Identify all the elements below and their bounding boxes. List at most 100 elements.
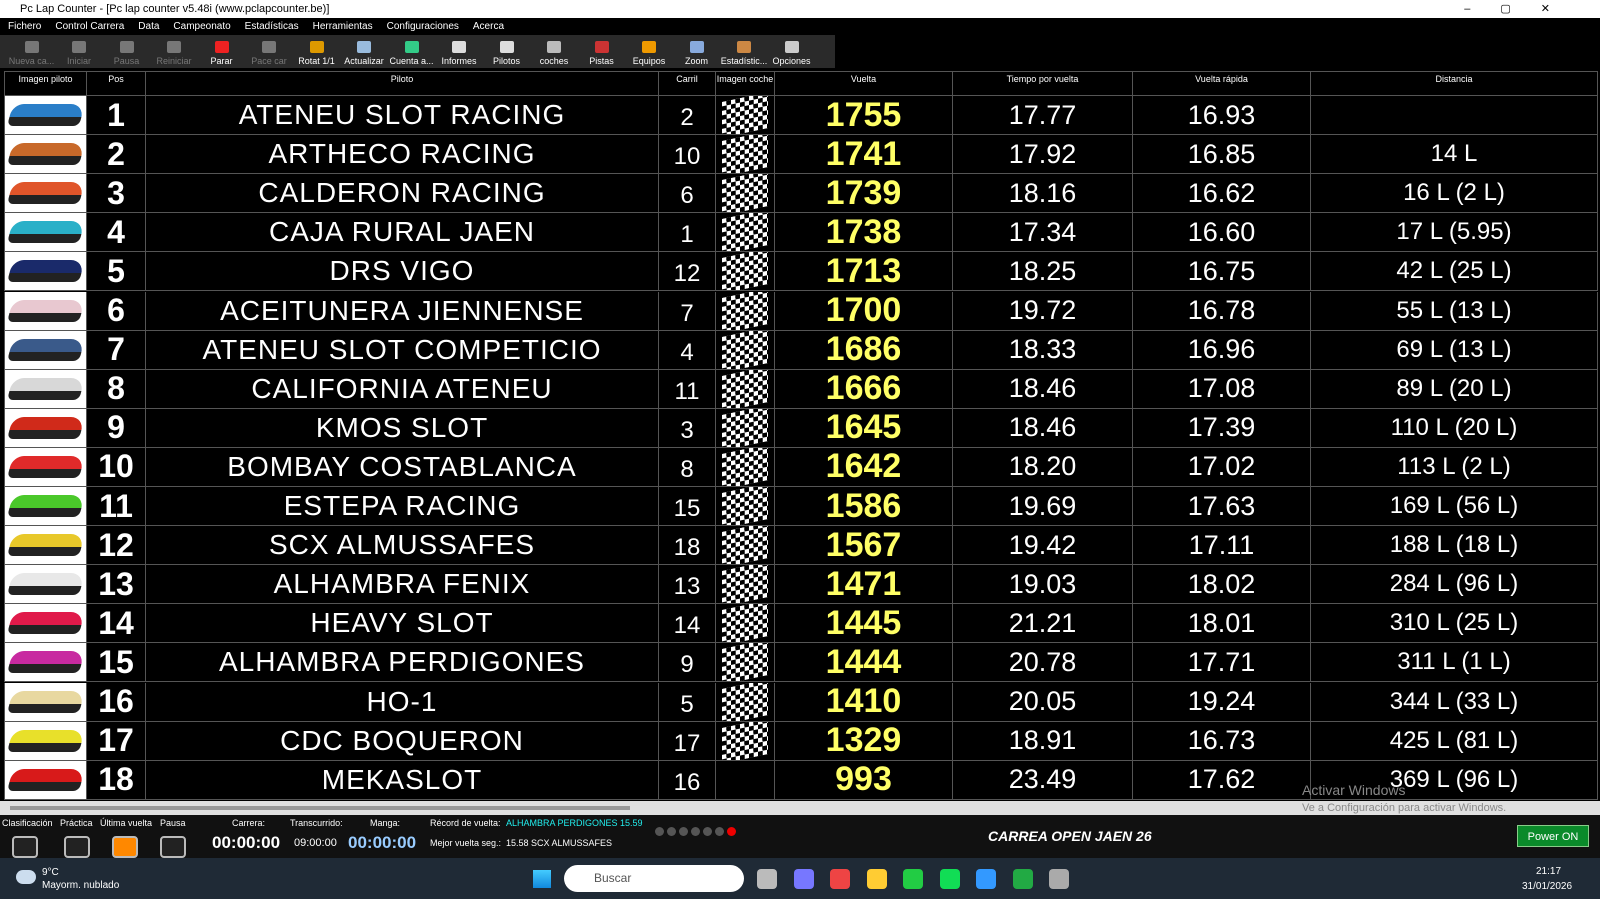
toolbar: Nueva ca... Iniciar Pausa Reiniciar Parar Pac… — [0, 35, 835, 68]
toolbar-button[interactable]: Estadístic... — [721, 37, 768, 67]
toolbar-button[interactable]: Equipos — [626, 37, 673, 67]
toolbar-button[interactable]: Cuenta a... — [388, 37, 435, 67]
toolbar-button[interactable]: Opciones — [768, 37, 815, 67]
column-header: Distancia — [1311, 71, 1598, 96]
toolbar-button[interactable]: Pilotos — [483, 37, 530, 67]
taskbar-app[interactable] — [793, 869, 814, 889]
menu-item[interactable]: Estadísticas — [244, 21, 299, 32]
cell-vuelta: 1700 — [775, 291, 953, 331]
toolbar-button[interactable]: coches — [531, 37, 578, 67]
taskbar-app[interactable] — [1012, 869, 1033, 889]
menu-item[interactable]: Acerca — [472, 21, 505, 32]
temperature: 9°C — [42, 867, 59, 878]
toolbar-button[interactable]: Rotat 1/1 — [293, 37, 340, 67]
scrollbar[interactable] — [0, 801, 1600, 815]
search-text: Buscar — [594, 871, 632, 885]
taskbar-app[interactable] — [1049, 869, 1069, 889]
mode-toggle[interactable] — [12, 836, 38, 858]
car-image — [716, 526, 775, 566]
mode-toggle[interactable] — [112, 836, 138, 858]
cell-pos: 6 — [87, 291, 146, 331]
car-image — [716, 408, 775, 448]
cell-piloto: DRS VIGO — [146, 252, 659, 292]
driver-image — [4, 487, 87, 527]
toolbar-button[interactable]: Pace car — [246, 37, 293, 67]
menu-item[interactable]: Data — [138, 21, 160, 32]
toolbar-button[interactable]: Parar — [198, 37, 245, 67]
car-image — [716, 174, 775, 214]
toolbar-button[interactable]: Zoom — [673, 37, 720, 67]
cell-distancia: 311 L (1 L) — [1311, 643, 1598, 683]
checkered-flag — [722, 408, 768, 447]
cell-tiempo: 18.91 — [953, 721, 1133, 761]
cell-rapida: 18.02 — [1133, 565, 1311, 605]
toolbar-icon — [262, 41, 276, 53]
column-header: Piloto — [146, 71, 659, 96]
driver-image — [4, 604, 87, 644]
toolbar-button[interactable]: Pistas — [578, 37, 625, 67]
cell-tiempo: 19.72 — [953, 291, 1133, 331]
cell-carril: 4 — [659, 330, 716, 370]
toolbar-label: Cuenta a... — [389, 56, 434, 66]
toolbar-button[interactable]: Pausa — [103, 37, 150, 67]
toolbar-button[interactable]: Actualizar — [341, 37, 388, 67]
best-label: Mejor vuelta seg.: — [430, 838, 502, 848]
mode-toggle[interactable] — [64, 836, 90, 858]
cell-vuelta: 1666 — [775, 369, 953, 409]
activation-watermark: Activar Windows Ve a Configuración para a… — [1302, 782, 1506, 814]
toolbar-button[interactable]: Informes — [436, 37, 483, 67]
driver-image — [4, 643, 87, 683]
toolbar-button[interactable]: Nueva ca... — [8, 37, 55, 67]
menu-item[interactable]: Campeonato — [173, 21, 231, 32]
toolbar-icon — [167, 41, 181, 53]
record-value: ALHAMBRA PERDIGONES 15.59 — [506, 818, 643, 828]
checkered-flag — [722, 252, 768, 291]
car-image — [716, 252, 775, 292]
taskbar-app[interactable] — [757, 869, 777, 889]
search-box[interactable]: Buscar — [564, 865, 744, 892]
menu-item[interactable]: Herramientas — [312, 21, 373, 32]
menu-item[interactable]: Control Carrera — [55, 21, 125, 32]
cell-rapida: 17.02 — [1133, 447, 1311, 487]
checkered-flag — [722, 721, 768, 760]
cell-piloto: ATENEU SLOT RACING — [146, 96, 659, 136]
taskbar-app[interactable] — [903, 869, 923, 889]
cell-pos: 15 — [87, 643, 146, 683]
toolbar-button[interactable]: Reiniciar — [151, 37, 198, 67]
car-image — [716, 604, 775, 644]
cell-pos: 7 — [87, 330, 146, 370]
driver-image — [4, 291, 87, 331]
taskbar-app[interactable] — [939, 869, 960, 889]
toolbar-icon — [689, 41, 704, 53]
cell-rapida: 16.78 — [1133, 291, 1311, 331]
cell-carril: 5 — [659, 682, 716, 722]
menu-item[interactable]: Fichero — [8, 21, 42, 32]
taskbar-app[interactable] — [830, 869, 850, 889]
toolbar-button[interactable]: Iniciar — [56, 37, 103, 67]
cell-carril: 13 — [659, 565, 716, 605]
checkered-flag — [722, 291, 768, 330]
car-image — [716, 682, 775, 722]
power-button[interactable]: Power ON — [1517, 825, 1589, 847]
light — [715, 827, 724, 836]
start-button[interactable] — [533, 870, 551, 888]
cell-distancia: 42 L (25 L) — [1311, 252, 1598, 292]
car-picture — [6, 221, 85, 244]
cell-tiempo: 17.34 — [953, 213, 1133, 253]
checkered-flag — [722, 526, 768, 565]
mode-toggle[interactable] — [160, 836, 186, 858]
driver-image — [4, 369, 87, 409]
cell-rapida: 16.85 — [1133, 135, 1311, 175]
driver-image — [4, 682, 87, 722]
elapsed-timer: 09:00:00 — [294, 837, 337, 849]
taskbar-app[interactable] — [976, 869, 996, 889]
menu-item[interactable]: Configuraciones — [386, 21, 459, 32]
toolbar-label: coches — [539, 56, 569, 66]
taskbar-app[interactable] — [866, 869, 887, 889]
cell-tiempo: 21.21 — [953, 604, 1133, 644]
cell-distancia: 169 L (56 L) — [1311, 487, 1598, 527]
weather-icon — [16, 870, 36, 884]
car-image — [716, 487, 775, 527]
window-controls[interactable]: –▢✕ — [1464, 3, 1580, 15]
cell-tiempo: 18.20 — [953, 447, 1133, 487]
